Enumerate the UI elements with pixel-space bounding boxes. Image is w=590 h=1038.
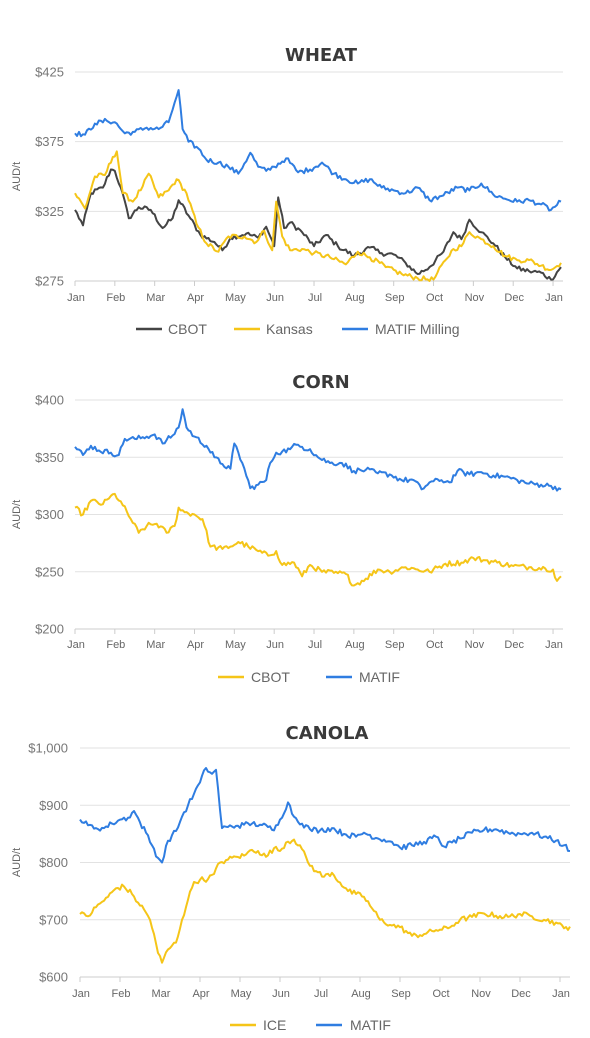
corn-x-tick-label: Feb: [106, 639, 125, 651]
wheat-x-tick-label: Apr: [187, 292, 204, 304]
wheat-x-tick-label: Jul: [308, 292, 322, 304]
corn-x-tick-label: Aug: [345, 639, 365, 651]
corn-y-tick-label: $250: [35, 564, 64, 579]
wheat-y-tick-label: $425: [35, 65, 64, 80]
wheat-legend-label: Kansas: [266, 321, 313, 337]
wheat-legend-label: MATIF Milling: [375, 321, 460, 337]
wheat-x-tick-label: Sep: [385, 292, 405, 304]
canola-y-tick-label: $600: [39, 970, 68, 985]
wheat-x-tick-label: Nov: [465, 292, 485, 304]
corn-x-tick-label: Jun: [266, 639, 284, 651]
canola-x-tick-label: Aug: [351, 988, 371, 1000]
corn-x-tick-label: Jan: [67, 639, 85, 651]
wheat-series-line-matif-milling: [74, 89, 562, 212]
canola-x-tick-label: Dec: [511, 988, 531, 1000]
wheat-x-tick-label: Jun: [266, 292, 284, 304]
corn-y-tick-label: $400: [35, 393, 64, 408]
wheat-x-tick-label: Dec: [504, 292, 524, 304]
canola-y-tick-label: $1,000: [28, 741, 68, 756]
corn-x-tick-label: May: [225, 639, 246, 651]
corn-x-tick-label: Mar: [146, 639, 165, 651]
corn-y-tick-label: $300: [35, 507, 64, 522]
corn-chart-title: CORN: [292, 372, 349, 393]
canola-x-tick-label: May: [231, 988, 252, 1000]
canola-x-tick-label: Apr: [192, 988, 209, 1000]
corn-x-tick-label: Jul: [308, 639, 322, 651]
corn-legend-label: CBOT: [251, 669, 290, 685]
canola-x-tick-label: Feb: [112, 988, 131, 1000]
canola-x-tick-label: Jul: [314, 988, 328, 1000]
corn-series-line-matif: [74, 408, 562, 492]
wheat-x-tick-label: Jan: [545, 292, 563, 304]
wheat-x-tick-label: Feb: [106, 292, 125, 304]
wheat-x-tick-label: May: [225, 292, 246, 304]
corn-y-axis-label: AUD/t: [11, 500, 23, 529]
wheat-y-tick-label: $325: [35, 204, 64, 219]
corn-x-tick-label: Nov: [465, 639, 485, 651]
wheat-legend-label: CBOT: [168, 321, 207, 337]
canola-x-tick-label: Mar: [152, 988, 171, 1000]
canola-y-tick-label: $700: [39, 912, 68, 927]
corn-x-tick-label: Sep: [385, 639, 405, 651]
canola-x-tick-label: Jan: [552, 988, 570, 1000]
canola-y-tick-label: $900: [39, 798, 68, 813]
wheat-x-tick-label: Oct: [426, 292, 443, 304]
corn-x-tick-label: Jan: [545, 639, 563, 651]
canola-y-tick-label: $800: [39, 855, 68, 870]
canola-chart-title: CANOLA: [286, 723, 369, 744]
corn-y-tick-label: $350: [35, 450, 64, 465]
corn-series-line-cbot: [74, 492, 562, 587]
wheat-y-axis-label: AUD/t: [11, 162, 23, 191]
canola-series-line-ice: [79, 838, 571, 964]
canola-x-tick-label: Nov: [471, 988, 491, 1000]
canola-series-line-matif: [79, 767, 571, 864]
wheat-series-line-kansas: [74, 150, 562, 282]
wheat-series-line-cbot: [74, 168, 562, 281]
wheat-x-tick-label: Mar: [146, 292, 165, 304]
wheat-x-tick-label: Jan: [67, 292, 85, 304]
canola-legend-label: ICE: [263, 1017, 286, 1033]
canola-x-tick-label: Oct: [432, 988, 449, 1000]
canola-x-tick-label: Jan: [72, 988, 90, 1000]
wheat-x-tick-label: Aug: [345, 292, 365, 304]
wheat-y-tick-label: $375: [35, 134, 64, 149]
canola-x-tick-label: Sep: [391, 988, 411, 1000]
wheat-chart-title: WHEAT: [285, 45, 358, 66]
corn-legend-label: MATIF: [359, 669, 400, 685]
corn-x-tick-label: Apr: [187, 639, 204, 651]
corn-y-tick-label: $200: [35, 622, 64, 637]
corn-x-tick-label: Oct: [426, 639, 443, 651]
canola-y-axis-label: AUD/t: [11, 848, 23, 877]
wheat-y-tick-label: $275: [35, 274, 64, 289]
corn-x-tick-label: Dec: [504, 639, 524, 651]
canola-x-tick-label: Jun: [272, 988, 290, 1000]
canola-legend-label: MATIF: [350, 1017, 391, 1033]
